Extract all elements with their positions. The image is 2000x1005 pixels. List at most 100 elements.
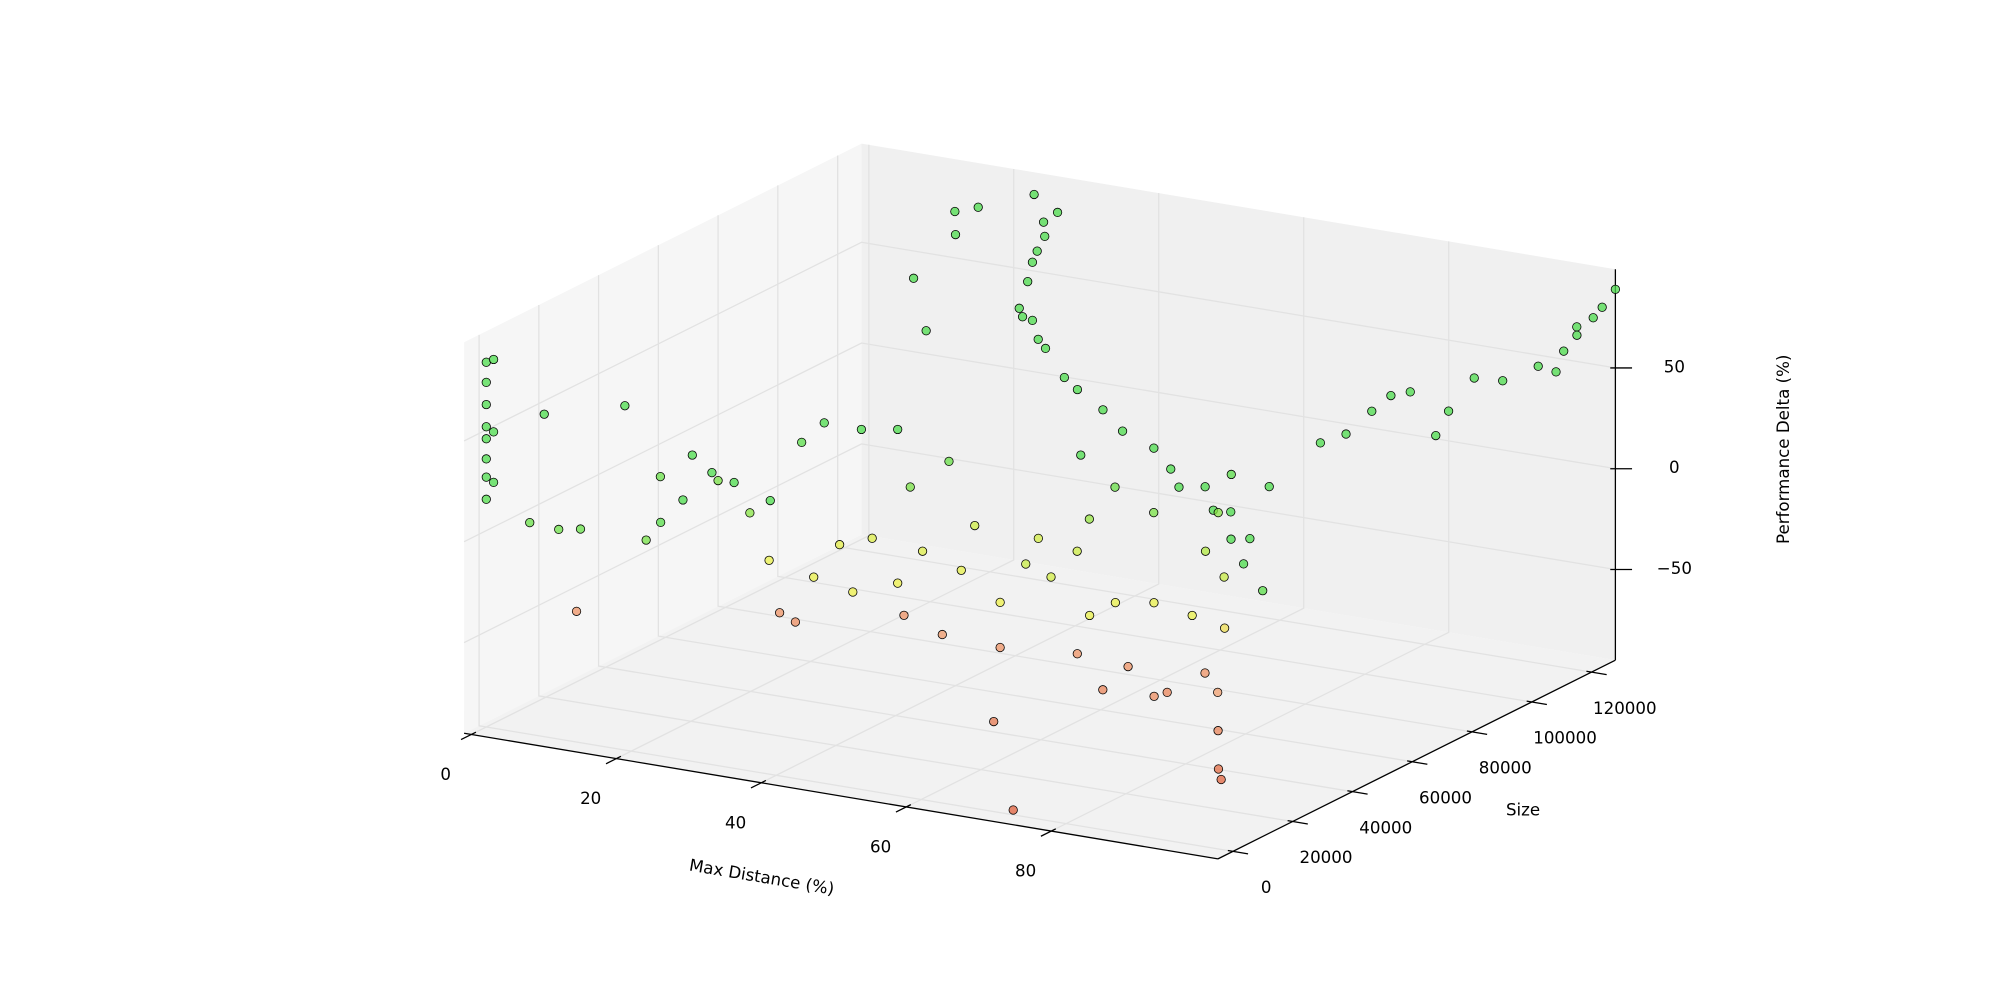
y-axis-label: Size (1506, 800, 1540, 819)
point (1572, 330, 1582, 340)
point (481, 422, 491, 432)
point (1405, 387, 1415, 397)
y-tick (1407, 760, 1428, 765)
y-tick (1526, 700, 1547, 706)
point (1213, 726, 1223, 736)
point (656, 517, 666, 527)
point (1226, 534, 1236, 544)
point (765, 495, 775, 506)
point (1149, 443, 1159, 453)
x-grid-line (1050, 241, 1450, 832)
point (1032, 246, 1042, 256)
point (908, 273, 919, 283)
point (1238, 559, 1249, 569)
point (575, 524, 586, 534)
z-tick-label: 0 (1669, 458, 1680, 477)
point (1216, 774, 1226, 785)
x-grid-line (905, 217, 1305, 808)
point (1498, 376, 1508, 386)
point (905, 482, 915, 492)
x-grid-line (760, 193, 1160, 784)
z-grid-line (463, 443, 1616, 644)
point (1200, 546, 1211, 556)
point (1123, 661, 1133, 672)
y-axis (1217, 659, 1616, 860)
y-grid-line (478, 334, 1234, 853)
x-tick (1040, 828, 1057, 837)
point (1072, 546, 1082, 556)
point (1149, 691, 1159, 701)
point (571, 606, 582, 616)
x-tick (460, 731, 477, 741)
point (1443, 406, 1454, 416)
point (1367, 406, 1377, 416)
point (1110, 482, 1120, 492)
point (1588, 313, 1598, 323)
x-axis (463, 732, 1219, 860)
point (950, 229, 961, 240)
point (481, 494, 491, 504)
point (641, 535, 651, 545)
point (797, 437, 807, 447)
point (525, 518, 535, 528)
x-tick-label: 60 (870, 837, 891, 856)
y-tick (1586, 670, 1607, 676)
point (1014, 303, 1024, 313)
y-tick-label: 40000 (1359, 818, 1412, 837)
point (1021, 559, 1031, 569)
point (655, 471, 665, 482)
point (481, 377, 491, 388)
point (1226, 507, 1236, 517)
point (1017, 312, 1028, 322)
point (1533, 361, 1543, 371)
point (1033, 334, 1043, 344)
x-tick (750, 779, 767, 789)
point (1431, 430, 1441, 441)
point (1072, 649, 1082, 659)
x-tick-label: 80 (1015, 862, 1036, 881)
y-tick (1466, 730, 1488, 736)
point (995, 642, 1005, 653)
point (1200, 668, 1210, 678)
point (1110, 598, 1121, 608)
point (917, 546, 928, 556)
y-tick-label: 60000 (1419, 788, 1472, 807)
point (488, 427, 499, 437)
point (973, 202, 983, 212)
point (1610, 284, 1620, 294)
point (1559, 346, 1569, 356)
x-tick (895, 804, 912, 813)
floor-pane (464, 534, 1616, 859)
point (848, 587, 858, 597)
point (707, 468, 717, 478)
point (488, 477, 499, 487)
point (1038, 217, 1049, 227)
y-grid-line (777, 185, 1532, 703)
point (1023, 277, 1033, 287)
point (620, 401, 630, 411)
point (1040, 231, 1050, 241)
y-grid-line (657, 245, 1413, 763)
point (970, 520, 980, 531)
point (764, 555, 774, 565)
point (1213, 764, 1224, 774)
point (995, 597, 1005, 607)
point (745, 508, 755, 518)
y-tick-label: 0 (1261, 878, 1272, 897)
point (790, 617, 801, 627)
point (989, 716, 999, 727)
point (1220, 623, 1230, 633)
point (1597, 302, 1607, 312)
point (1245, 534, 1255, 544)
point (488, 354, 499, 365)
z-tick-label: −50 (1657, 559, 1692, 578)
point (481, 472, 491, 482)
point (1166, 464, 1176, 474)
y-tick (1287, 820, 1308, 825)
point (1117, 426, 1128, 436)
point (950, 206, 960, 217)
point (1315, 438, 1325, 448)
point (819, 418, 829, 428)
point (1033, 533, 1043, 544)
